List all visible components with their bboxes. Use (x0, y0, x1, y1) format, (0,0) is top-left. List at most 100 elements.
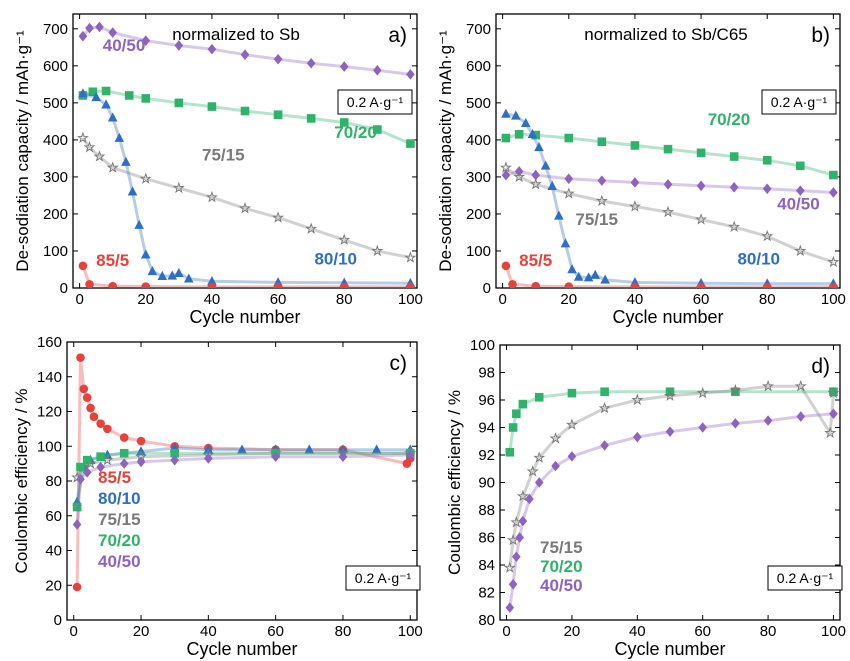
data-point (597, 175, 607, 186)
data-point (167, 270, 178, 280)
data-point (534, 392, 544, 402)
series-trend-line (508, 390, 834, 453)
series-label: 80/10 (314, 250, 357, 269)
rate-label-box (761, 89, 837, 115)
y-axis-label: Coulombic efficiency / % (12, 389, 31, 574)
plot-area (503, 379, 840, 613)
data-point (600, 440, 609, 451)
data-point (174, 98, 184, 108)
data-point (503, 561, 516, 573)
data-point (829, 408, 838, 420)
data-point (501, 133, 511, 143)
series-label: 70/20 (708, 110, 751, 129)
data-point (273, 282, 283, 288)
legend-entry: 40/50 (98, 552, 141, 571)
data-point (101, 99, 111, 109)
x-tick-label: 0 (70, 623, 78, 640)
y-axis-label: De-sodiation capacity / mAh·g⁻¹ (436, 30, 455, 272)
data-point (139, 172, 152, 184)
x-tick-label: 60 (693, 291, 710, 308)
data-point (513, 170, 526, 183)
series-70-20 (501, 130, 838, 180)
data-point (339, 118, 349, 127)
y-tick-label: 90 (478, 475, 495, 492)
x-axis-label: Cycle number (189, 307, 300, 327)
data-point (406, 282, 415, 288)
panel-d: 0 20 40 60 80 100 80 82 84 86 88 90 92 94 96 98 100 Cycle… (445, 337, 846, 659)
data-point (551, 460, 560, 472)
data-point (516, 489, 529, 502)
plot-area (71, 353, 417, 592)
data-point (829, 387, 838, 397)
data-point (207, 276, 217, 286)
data-point (526, 465, 539, 477)
data-point (663, 144, 673, 154)
data-point (85, 22, 94, 34)
data-point (273, 53, 283, 65)
data-point (762, 379, 775, 392)
data-point (518, 515, 528, 527)
y-tick-label: 0 (60, 280, 68, 297)
legend-entry: 70/20 (540, 557, 583, 576)
y-tick-label: 700 (43, 21, 68, 38)
data-point (140, 249, 151, 259)
rate-label-box (767, 565, 843, 591)
x-tick-label: 40 (627, 291, 644, 308)
y-tick-label: 700 (466, 21, 491, 38)
data-point (238, 202, 252, 214)
x-tick-label: 80 (759, 291, 776, 308)
y-tick-label: 94 (478, 420, 495, 437)
data-point (698, 422, 707, 433)
data-point (89, 412, 99, 422)
data-point (527, 129, 538, 139)
data-point (511, 110, 521, 120)
y-tick-label: 120 (37, 404, 62, 421)
rate-label: 0.2 A·g⁻¹ (771, 94, 828, 110)
data-point (108, 27, 117, 38)
data-point (76, 353, 85, 362)
series-label: 40/50 (103, 36, 146, 55)
data-point (731, 418, 740, 429)
data-point (829, 282, 838, 288)
data-point (371, 244, 384, 257)
y-tick-label: 600 (43, 58, 68, 75)
y-axis-label: De-sodiation capacity / mAh·g⁻¹ (13, 30, 32, 272)
rate-label-box (337, 89, 413, 115)
series-label: 80/10 (737, 250, 780, 269)
data-point (170, 454, 179, 466)
data-point (79, 384, 89, 394)
y-tick-label: 80 (478, 612, 495, 629)
data-point (628, 200, 641, 212)
series-label: 70/20 (334, 123, 377, 142)
data-point (207, 43, 217, 55)
x-tick-label: 0 (502, 623, 510, 640)
data-point (237, 444, 247, 454)
y-tick-label: 200 (43, 206, 68, 223)
data-point (567, 388, 577, 398)
data-point (695, 213, 708, 225)
data-point (531, 130, 540, 140)
data-point (827, 386, 840, 399)
annotation-text: normalized to Sb/C65 (584, 25, 747, 44)
data-point (518, 399, 528, 409)
data-point (547, 180, 558, 190)
data-point (78, 30, 88, 42)
data-point (696, 386, 709, 399)
panel-c: 0 20 40 60 80 100 0 20 40 60 80 100 120 140 160 Cycle n… (12, 334, 423, 659)
legend-entry: 70/20 (98, 531, 141, 550)
data-point (96, 452, 105, 461)
data-point (406, 139, 415, 148)
data-point (794, 244, 807, 257)
data-point (564, 173, 574, 185)
y-tick-label: 82 (478, 585, 495, 602)
plot-frame (495, 13, 841, 289)
data-point (183, 273, 194, 283)
series-40-50 (505, 408, 838, 613)
data-point (829, 170, 838, 180)
data-point (794, 379, 807, 392)
series-40-50 (72, 449, 415, 530)
data-point (762, 282, 772, 288)
data-point (515, 532, 524, 543)
x-tick-label: 40 (204, 291, 221, 308)
annotation-text: normalized to Sb (172, 25, 300, 44)
